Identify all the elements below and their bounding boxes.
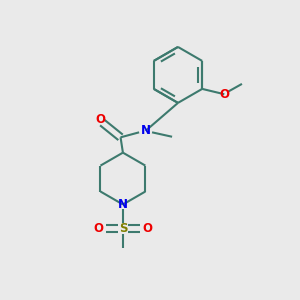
- Text: N: N: [141, 124, 151, 137]
- Text: N: N: [118, 198, 128, 211]
- Text: S: S: [119, 222, 127, 235]
- Text: O: O: [96, 113, 106, 126]
- Text: O: O: [142, 222, 152, 235]
- Text: O: O: [94, 222, 104, 235]
- Text: O: O: [219, 88, 229, 101]
